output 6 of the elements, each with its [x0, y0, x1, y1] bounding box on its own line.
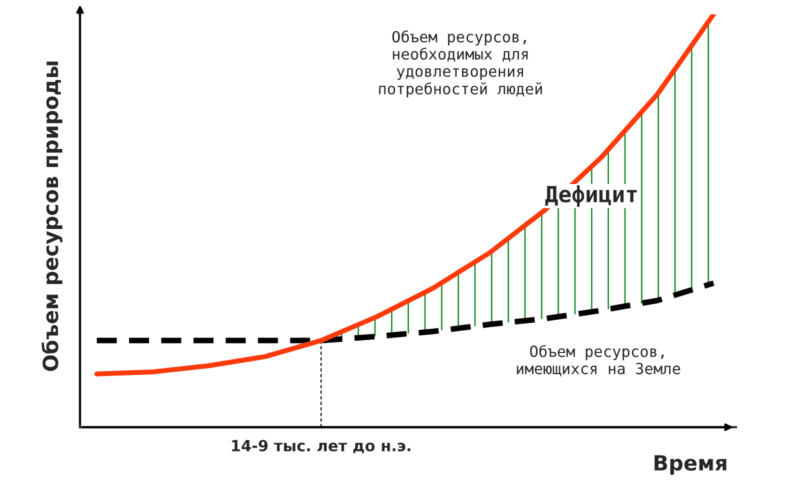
y-axis-title: Объем ресурсов природы [41, 62, 63, 372]
x-axis-title: Время [654, 455, 726, 475]
text: 14-9 тыс. лет до н.э. [232, 440, 410, 454]
annotation: Объем ресурсов, необходимых для удовлетворения потребностей людей [379, 30, 542, 98]
annotation: Дефицит [545, 185, 637, 207]
annotation: Объем ресурсов, имеющихся на Земле [516, 345, 680, 376]
